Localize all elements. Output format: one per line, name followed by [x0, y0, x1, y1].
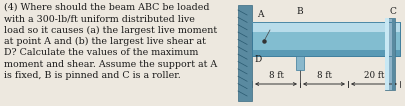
Text: 8 ft: 8 ft — [316, 71, 330, 80]
Bar — [384, 18, 388, 90]
Bar — [296, 56, 303, 70]
Bar — [252, 22, 399, 56]
Text: D: D — [254, 55, 261, 64]
Bar — [252, 22, 399, 56]
Text: A: A — [256, 10, 263, 19]
Bar — [391, 18, 394, 90]
Bar — [384, 18, 394, 90]
Bar — [252, 50, 399, 56]
Text: 20 ft: 20 ft — [363, 71, 383, 80]
Text: B: B — [296, 7, 303, 16]
Bar — [237, 5, 252, 101]
Text: C: C — [388, 7, 395, 16]
Text: 8 ft: 8 ft — [268, 71, 283, 80]
Bar — [252, 22, 399, 31]
Text: (4) Where should the beam ABC be loaded
with a 300-lb/ft uniform distributed liv: (4) Where should the beam ABC be loaded … — [4, 3, 217, 80]
